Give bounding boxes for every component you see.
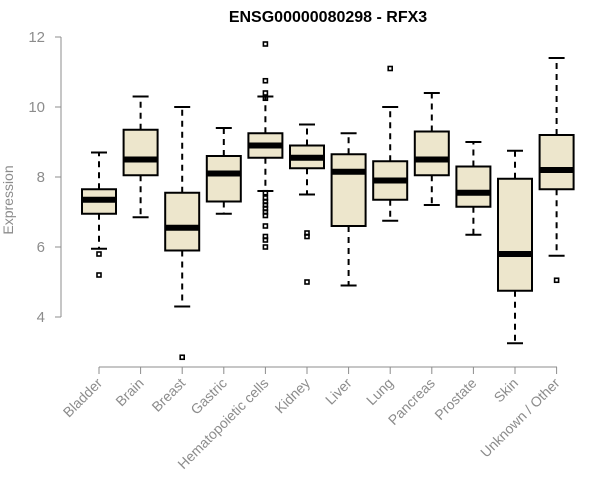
outlier-point — [262, 223, 269, 229]
y-tick-label: 12 — [28, 29, 45, 46]
iqr-box — [122, 128, 159, 177]
box-liver — [330, 132, 367, 287]
x-tick-label: Liver — [322, 375, 355, 408]
box-prostate — [455, 141, 492, 236]
iqr-box — [330, 153, 367, 227]
iqr-box — [497, 177, 533, 292]
y-axis-label: Expression — [0, 165, 16, 234]
iqr-box — [538, 134, 575, 191]
outlier-point — [262, 237, 269, 243]
box-hematopoietic-cells — [247, 41, 284, 250]
outlier-point — [262, 90, 269, 96]
x-tick-label: Prostate — [431, 375, 479, 423]
iqr-box — [205, 155, 242, 203]
x-tick-label: Breast — [148, 375, 188, 415]
y-tick-label: 10 — [28, 99, 45, 116]
outlier-point — [387, 65, 394, 72]
x-tick-label: Kidney — [272, 375, 314, 417]
x-tick-label: Brain — [112, 375, 146, 409]
box-kidney — [289, 123, 325, 285]
box-pancreas — [413, 92, 450, 206]
outlier-point — [262, 244, 269, 250]
box-unknown-other — [538, 57, 575, 284]
box-lung — [372, 65, 409, 222]
box-brain — [122, 95, 159, 219]
box-breast — [164, 106, 201, 361]
iqr-box — [164, 191, 201, 252]
outlier-point — [262, 212, 269, 219]
outlier-point — [262, 189, 269, 196]
outlier-point — [96, 251, 102, 257]
box-skin — [497, 149, 533, 345]
outlier-point — [304, 279, 310, 285]
outlier-point — [262, 77, 269, 84]
y-tick-label: 4 — [37, 309, 45, 326]
outlier-point — [262, 95, 269, 102]
outlier-point — [96, 272, 102, 278]
chart-title: ENSG00000080298 - RFX3 — [229, 9, 427, 26]
x-tick-label: Skin — [491, 375, 522, 406]
x-tick-label: Lung — [363, 375, 396, 408]
box-bladder — [81, 151, 117, 278]
y-tick-label: 8 — [37, 169, 45, 186]
outlier-point — [262, 41, 269, 47]
iqr-box — [413, 130, 450, 177]
box-gastric — [205, 127, 242, 215]
x-tick-label: Unknown / Other — [477, 375, 563, 461]
outlier-point — [179, 354, 185, 361]
iqr-box — [455, 165, 492, 208]
boxes-group — [81, 41, 575, 361]
x-tick-label: Bladder — [60, 375, 106, 421]
y-tick-label: 6 — [37, 239, 45, 256]
outlier-point — [553, 277, 560, 284]
outlier-point — [304, 233, 310, 240]
y-ticks: 4 6 8 10 12 — [28, 29, 61, 326]
